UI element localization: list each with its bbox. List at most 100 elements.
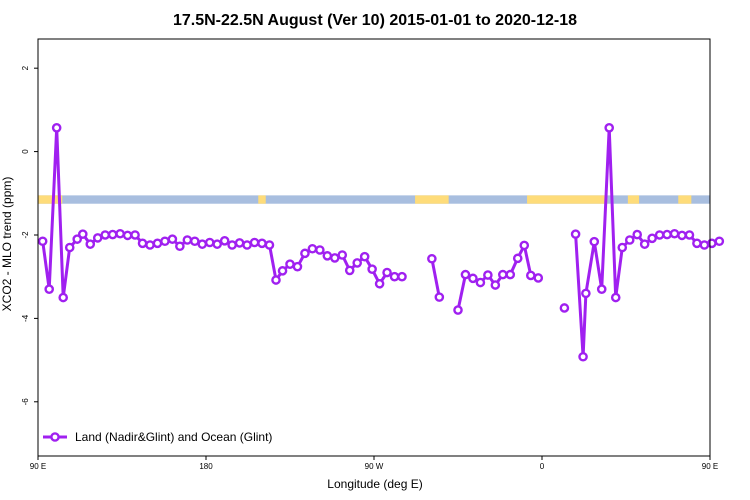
data-point-72 [617,242,628,253]
data-point-39 [322,251,333,261]
data-point-46 [374,278,385,289]
data-point-61 [519,240,530,251]
data-point-49 [397,271,407,282]
data-point-9 [100,230,110,240]
series-line-1 [430,258,441,298]
land-ocean-band [38,195,710,204]
data-point-64 [559,303,570,313]
axes: 90 E 180 90 W 0 90 E 2 0 -2 -4 -6 [21,65,718,471]
data-point-12 [122,230,133,241]
x-tick-label-1: 180 [199,462,213,471]
data-point-82 [692,238,702,249]
data-point-10 [107,229,118,240]
data-point-11 [115,228,125,239]
data-point-32 [271,275,281,285]
data-point-16 [152,238,163,249]
data-point-76 [647,233,657,244]
data-point-14 [137,238,148,249]
data-point-78 [662,229,672,240]
data-point-45 [367,264,377,274]
data-point-19 [175,241,185,252]
x-axis-label: Longitude (deg E) [327,477,422,491]
land-segment-5 [678,195,692,204]
data-point-75 [639,239,650,249]
data-point-8 [92,233,103,243]
data-point-22 [197,239,208,249]
land-segment-2 [415,195,449,204]
data-point-48 [389,271,400,282]
data-point-47 [382,267,392,278]
data-point-35 [292,261,303,272]
data-point-84 [707,238,717,249]
data-point-26 [227,240,237,250]
legend-label: Land (Nadir&Glint) and Ocean (Glint) [75,430,272,444]
data-point-5 [72,234,82,244]
data-point-58 [497,269,508,280]
data-point-1 [44,284,55,295]
data-point-15 [145,240,155,250]
data-point-21 [189,236,200,247]
data-point-70 [604,123,615,133]
data-point-34 [285,259,295,269]
data-point-51 [434,292,445,302]
data-point-36 [300,248,310,259]
legend: Land (Nadir&Glint) and Ocean (Glint) [43,430,272,444]
data-point-83 [699,240,710,250]
data-point-0 [37,236,48,247]
data-point-50 [427,253,437,264]
data-point-7 [85,239,96,249]
data-point-25 [219,236,230,246]
x-tick-label-2: 90 W [365,462,384,471]
data-point-29 [249,237,260,248]
data-point-55 [475,277,486,288]
data-point-6 [78,229,88,239]
data-point-24 [212,239,222,249]
data-point-80 [677,230,687,241]
data-point-4 [64,242,75,253]
land-segment-3 [527,195,608,204]
data-point-60 [512,253,523,264]
data-point-41 [337,250,348,260]
data-point-53 [460,269,471,280]
data-point-79 [669,228,680,239]
data-point-37 [307,243,318,254]
data-point-17 [160,236,170,247]
data-point-30 [257,238,267,249]
data-point-65 [570,229,581,239]
data-point-81 [684,230,695,240]
data-point-59 [505,269,516,280]
data-point-52 [453,305,463,315]
data-point-74 [632,229,643,240]
data-point-67 [581,288,591,299]
series-0 [37,123,725,362]
y-tick-label-2: -2 [21,231,30,239]
data-point-85 [714,236,725,247]
data-point-62 [526,270,536,281]
data-point-23 [204,237,215,248]
data-point-63 [533,273,544,283]
legend-marker [50,432,60,442]
y-axis-label: XCO2 - MLO trend (ppm) [0,177,14,312]
data-point-56 [483,270,493,280]
data-point-57 [490,280,501,290]
data-point-18 [167,234,178,244]
data-point-33 [277,266,288,276]
series-layer [37,123,725,362]
data-point-69 [596,284,607,295]
land-segment-1 [258,195,266,204]
x-tick-label-0: 90 E [30,462,46,471]
data-point-73 [624,235,635,245]
y-tick-label-4: -6 [21,398,30,406]
data-point-77 [654,230,665,240]
land-segment-0 [38,195,63,204]
data-point-31 [264,240,275,250]
data-point-3 [58,292,69,303]
data-point-38 [315,245,325,255]
plot-frame [37,38,711,457]
data-point-28 [242,240,252,250]
data-point-27 [234,238,245,248]
y-tick-label-3: -4 [21,314,30,322]
x-tick-label-3: 0 [540,462,545,471]
